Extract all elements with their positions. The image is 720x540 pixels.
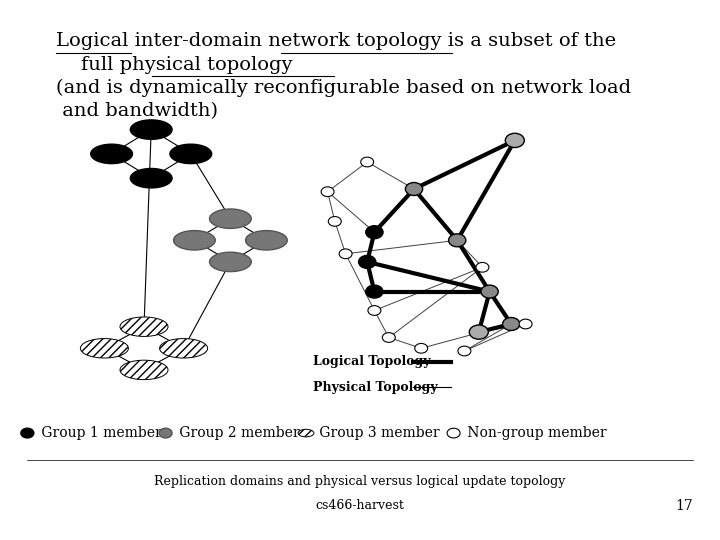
Ellipse shape	[170, 144, 212, 164]
Circle shape	[361, 157, 374, 167]
Text: Replication domains and physical versus logical update topology: Replication domains and physical versus …	[154, 475, 566, 488]
Circle shape	[449, 234, 466, 247]
Ellipse shape	[210, 252, 251, 272]
Ellipse shape	[298, 429, 314, 437]
Circle shape	[447, 428, 460, 438]
Ellipse shape	[91, 144, 132, 164]
Circle shape	[481, 285, 498, 298]
Circle shape	[469, 325, 488, 339]
Circle shape	[321, 187, 334, 197]
Circle shape	[503, 318, 520, 330]
Circle shape	[359, 255, 376, 268]
Text: and bandwidth): and bandwidth)	[56, 102, 218, 120]
Circle shape	[519, 319, 532, 329]
Ellipse shape	[210, 209, 251, 228]
Circle shape	[21, 428, 34, 438]
Circle shape	[339, 249, 352, 259]
Text: Logical Topology: Logical Topology	[313, 355, 431, 368]
Circle shape	[159, 428, 172, 438]
Text: full physical topology: full physical topology	[56, 56, 292, 73]
Ellipse shape	[130, 120, 172, 139]
Text: Group 2 member: Group 2 member	[175, 426, 300, 440]
Ellipse shape	[120, 360, 168, 380]
Ellipse shape	[81, 339, 128, 358]
Circle shape	[458, 346, 471, 356]
Circle shape	[328, 217, 341, 226]
Text: (and is dynamically reconfigurable based on network load: (and is dynamically reconfigurable based…	[56, 79, 631, 97]
Circle shape	[476, 262, 489, 272]
Ellipse shape	[174, 231, 215, 250]
Text: 17: 17	[675, 499, 693, 513]
Circle shape	[368, 306, 381, 315]
Circle shape	[405, 183, 423, 195]
Circle shape	[366, 285, 383, 298]
Text: Logical inter-domain network topology is a subset of the: Logical inter-domain network topology is…	[56, 32, 616, 50]
Ellipse shape	[246, 231, 287, 250]
Ellipse shape	[120, 317, 168, 336]
Circle shape	[505, 133, 524, 147]
Text: cs466-harvest: cs466-harvest	[315, 500, 405, 512]
Circle shape	[366, 226, 383, 239]
Ellipse shape	[160, 339, 207, 358]
Circle shape	[382, 333, 395, 342]
Ellipse shape	[130, 168, 172, 188]
Text: Group 1 member: Group 1 member	[37, 426, 161, 440]
Text: Non-group member: Non-group member	[463, 426, 606, 440]
Text: Physical Topology: Physical Topology	[313, 381, 438, 394]
Circle shape	[415, 343, 428, 353]
Text: Group 3 member: Group 3 member	[315, 426, 440, 440]
